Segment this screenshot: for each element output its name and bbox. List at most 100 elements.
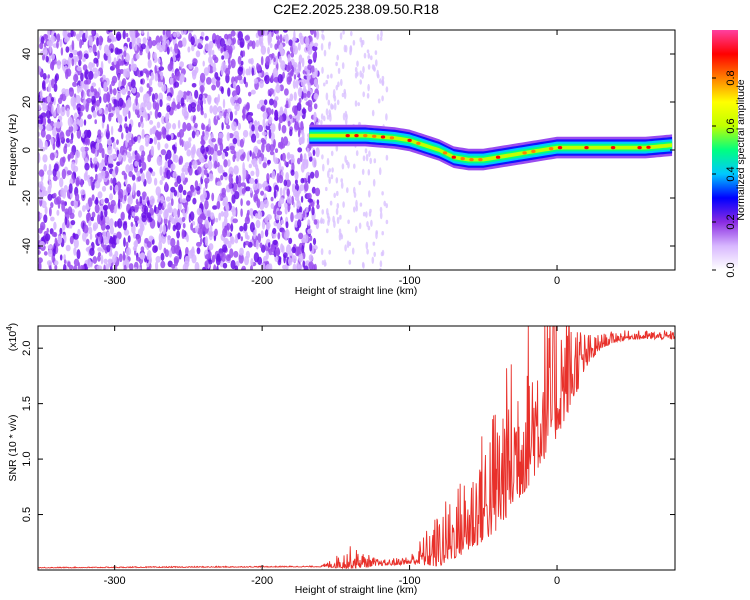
noise-cell [221,152,226,160]
noise-cell [298,97,302,104]
noise-cell [253,145,259,154]
noise-cell [292,263,297,270]
noise-cell [131,39,135,50]
noise-cell [188,63,193,70]
colorbar-ticks: 0.0 0.2 0.4 0.6 0.8 [712,70,737,278]
noise-cell [298,137,302,145]
noise-cell [132,103,136,112]
noise-cell [200,237,203,245]
noise-cell [51,53,55,60]
noise-cell [94,164,98,173]
noise-cell [73,199,79,209]
noise-cell [269,150,275,156]
noise-cell [307,64,312,71]
noise-cell [294,121,300,131]
spectrogram-xlabel: Height of straight line (km) [295,285,418,297]
noise-cell [161,126,166,135]
noise-cell [280,243,284,253]
noise-cell [139,86,144,93]
noise-cell [110,266,113,270]
noise-cell [162,30,166,36]
noise-cell [57,235,63,245]
noise-cell [76,249,81,260]
noise-cell [307,59,313,65]
noise-cell [38,169,45,177]
noise-cell [336,54,340,61]
noise-cell [155,130,160,138]
noise-cell [288,39,293,46]
noise-cell [80,72,84,82]
snr-panel: -300 -200 -100 0 0.5 1.0 1.5 2.0 Height of stra… [5,323,676,596]
noise-cell [297,73,301,78]
noise-cell [100,132,104,138]
noise-cell [158,240,163,251]
signal-peak [442,151,448,155]
noise-cell [209,147,215,155]
noise-cell [226,124,230,130]
noise-cell [379,211,383,220]
noise-cell [363,52,367,59]
noise-cell [88,220,92,227]
noise-cell [239,225,244,232]
noise-cell [381,191,384,196]
noise-cell [43,42,47,48]
noise-cell [71,58,75,67]
noise-cell [349,48,352,56]
noise-cell [216,201,221,210]
noise-cell [61,168,67,180]
noise-cell [170,46,173,52]
noise-cell [196,247,201,255]
signal-peak [531,149,536,153]
noise-cell [223,159,228,168]
noise-cell [94,180,101,189]
noise-cell [186,234,189,243]
noise-cell [153,136,158,145]
noise-cell [355,225,358,233]
noise-cell [354,72,358,79]
noise-cell [249,187,253,194]
noise-cell [266,214,272,221]
noise-cell [162,224,167,235]
noise-cell [232,218,238,224]
noise-cell [303,93,307,98]
noise-cell [353,186,356,194]
noise-cell [145,170,151,180]
noise-cell [172,224,176,232]
noise-cell [235,260,240,267]
noise-cell [197,166,202,175]
noise-cell [177,208,181,218]
noise-cell [53,83,58,92]
noise-cell [80,146,86,153]
noise-cell [172,123,177,130]
noise-cell [222,221,225,231]
noise-cell [107,145,113,155]
noise-cell [174,181,179,188]
noise-cell [196,130,200,138]
noise-cell [284,206,288,215]
noise-cell [281,152,286,162]
noise-cell [171,72,175,79]
noise-cell [263,157,268,163]
noise-cell [49,125,53,132]
noise-cell [99,234,102,243]
noise-cell [140,246,145,253]
noise-cell [113,57,117,66]
noise-cell [138,159,142,168]
noise-cell [181,167,185,173]
noise-cell [362,155,366,162]
noise-cell [75,155,78,165]
noise-cell [361,72,364,79]
noise-cell [154,92,159,100]
noise-cell [336,190,339,197]
noise-cell [50,136,54,146]
noise-cell [139,145,145,152]
noise-cell [268,37,272,42]
noise-cell [69,52,74,58]
noise-cell [88,226,93,235]
noise-cell [328,41,332,46]
noise-cell [47,174,51,182]
noise-cell [274,148,279,154]
noise-cell [179,192,183,203]
noise-cell [313,103,318,110]
noise-cell [199,232,203,239]
